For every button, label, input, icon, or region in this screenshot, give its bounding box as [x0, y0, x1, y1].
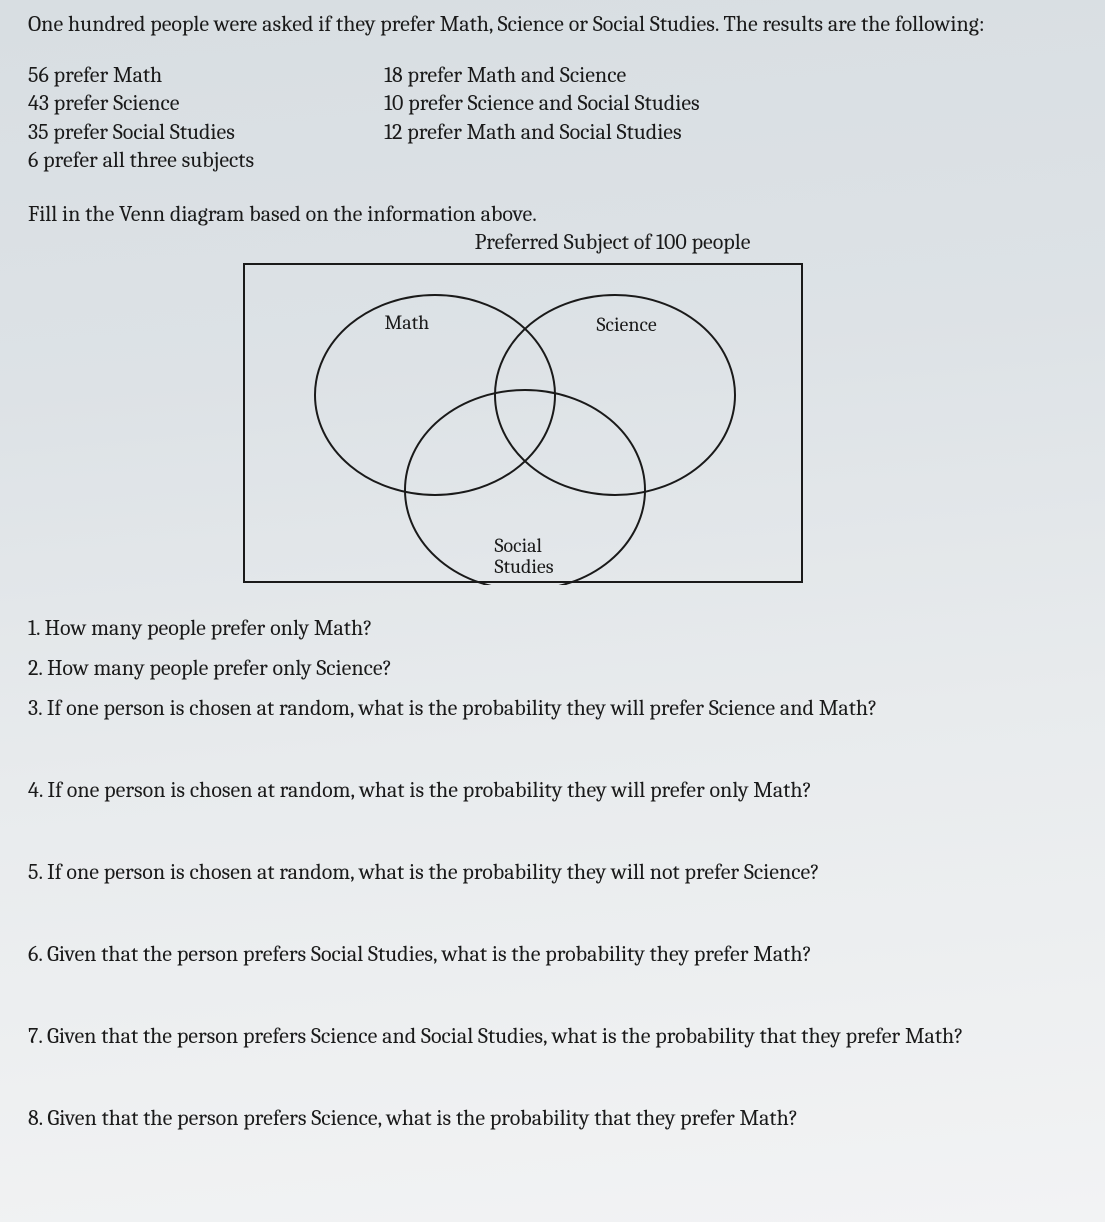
data-col-left: 56 prefer Math 43 prefer Science 35 pref… [28, 61, 254, 175]
question-8: 8. Given that the person prefers Science… [28, 1105, 1077, 1131]
venn-label-social: Social Studies [495, 535, 554, 577]
question-5: 5. If one person is chosen at random, wh… [28, 859, 1077, 885]
venn-label-math: Math [385, 311, 430, 334]
data-line: 18 prefer Math and Science [384, 61, 700, 90]
venn-circle-math [315, 295, 555, 495]
data-line: 6 prefer all three subjects [28, 146, 254, 175]
data-col-right: 18 prefer Math and Science 10 prefer Sci… [384, 61, 700, 175]
data-line: 10 prefer Science and Social Studies [384, 89, 700, 118]
question-3: 3. If one person is chosen at random, wh… [28, 695, 1077, 721]
data-line: 43 prefer Science [28, 89, 254, 118]
venn-title: Preferred Subject of 100 people [148, 229, 1077, 255]
instruction-text: Fill in the Venn diagram based on the in… [28, 201, 1077, 227]
data-line: 56 prefer Math [28, 61, 254, 90]
venn-label-science: Science [597, 313, 657, 336]
questions-list: 1. How many people prefer only Math? 2. … [28, 615, 1077, 1131]
venn-label-social-line1: Social [495, 534, 542, 557]
worksheet-page: One hundred people were asked if they pr… [0, 0, 1105, 1171]
venn-label-social-line2: Studies [495, 555, 554, 578]
question-1: 1. How many people prefer only Math? [28, 615, 1077, 641]
intro-text: One hundred people were asked if they pr… [28, 10, 1077, 39]
question-6: 6. Given that the person prefers Social … [28, 941, 1077, 967]
venn-diagram-wrap: Math Science Social Studies [0, 263, 1077, 583]
question-2: 2. How many people prefer only Science? [28, 655, 1077, 681]
question-4: 4. If one person is chosen at random, wh… [28, 777, 1077, 803]
data-block: 56 prefer Math 43 prefer Science 35 pref… [28, 61, 1077, 175]
data-line: 35 prefer Social Studies [28, 118, 254, 147]
data-line: 12 prefer Math and Social Studies [384, 118, 700, 147]
question-7: 7. Given that the person prefers Science… [28, 1023, 1077, 1049]
venn-diagram-box: Math Science Social Studies [243, 263, 803, 583]
